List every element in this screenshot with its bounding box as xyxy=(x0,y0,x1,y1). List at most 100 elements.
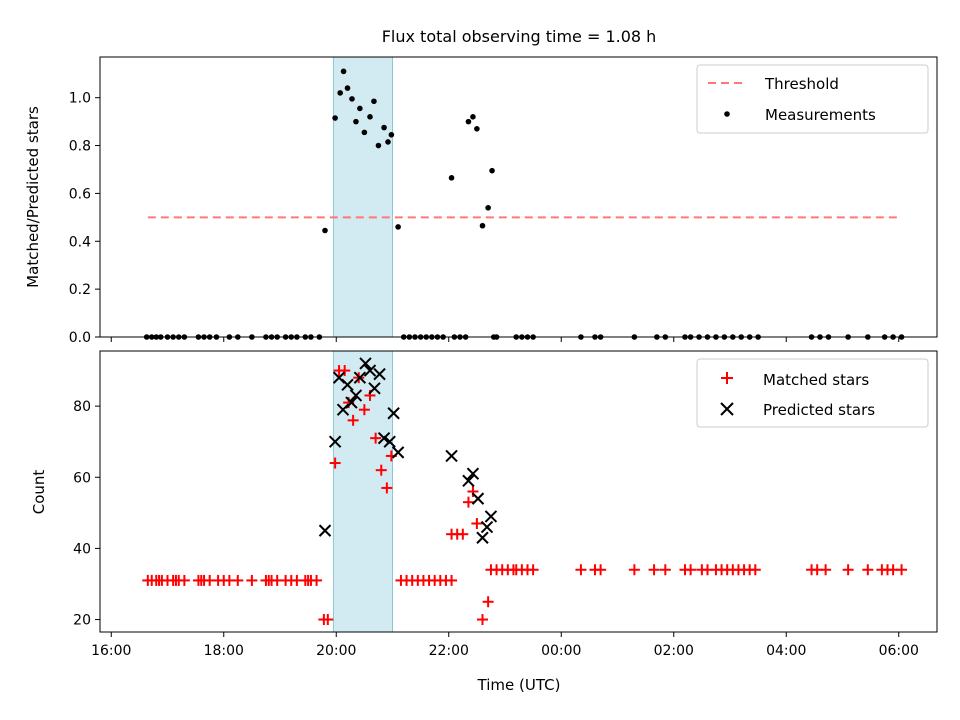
predicted-star-marker xyxy=(391,446,405,459)
bottom-y-axis-ticks: 20 40 60 80 xyxy=(73,399,100,629)
measurement-point xyxy=(349,96,355,102)
measurement-point xyxy=(361,129,368,136)
bottom-y-tick-label: 40 xyxy=(73,541,91,557)
matched-star-marker xyxy=(749,564,761,576)
matched-star-marker xyxy=(232,574,244,586)
x-tick-label: 18:00 xyxy=(204,643,244,659)
bottom-plot-frame xyxy=(99,350,938,633)
top-plot-frame xyxy=(99,56,938,338)
top-y-tick-label: 0.4 xyxy=(69,234,91,250)
top-y-tick-label: 1.0 xyxy=(69,91,91,107)
legend-predicted-swatch xyxy=(720,402,734,416)
measurement-point xyxy=(470,114,476,120)
predicted-star-marker xyxy=(359,357,372,370)
measurement-point xyxy=(485,204,491,211)
measurement-point xyxy=(465,118,472,125)
top-legend: Threshold Measurements xyxy=(696,64,929,134)
matched-star-marker xyxy=(648,564,660,576)
top-y-tick-label: 0.6 xyxy=(69,186,91,202)
predicted-star-marker xyxy=(328,435,342,448)
measurement-point xyxy=(367,114,373,120)
top-observing-window-span xyxy=(332,56,393,338)
measurement-point xyxy=(381,124,387,131)
bottom-y-tick-label: 20 xyxy=(73,613,91,629)
predicted-star-marker xyxy=(480,520,494,534)
predicted-star-marker xyxy=(471,492,485,505)
matched-star-marker xyxy=(311,574,323,586)
legend-measurements-label: Measurements xyxy=(765,106,876,124)
top-y-tick-label: 0.0 xyxy=(69,330,91,346)
predicted-star-marker xyxy=(484,510,498,523)
matched-star-marker xyxy=(685,564,697,576)
top-y-axis-ticks: 0.0 0.2 0.4 0.6 0.8 1.0 xyxy=(69,91,100,346)
predicted-star-marker xyxy=(363,364,377,377)
x-tick-label: 04:00 xyxy=(766,643,806,659)
measurement-point xyxy=(395,224,401,230)
legend-matched-label: Matched stars xyxy=(763,371,869,389)
x-tick-label: 06:00 xyxy=(879,643,919,659)
predicted-star-marker xyxy=(476,531,489,544)
predicted-star-marker xyxy=(377,431,391,445)
bottom-legend: Matched stars Predicted stars xyxy=(696,358,929,428)
measurement-point xyxy=(340,68,347,75)
matched-star-marker xyxy=(375,464,387,476)
top-x-axis-ticks xyxy=(110,337,900,342)
matched-star-marker xyxy=(659,564,671,576)
measurement-point xyxy=(344,85,351,91)
predicted-star-marker xyxy=(368,382,381,395)
measurement-point xyxy=(353,118,359,125)
star-count-chart: 20 40 60 80 16:00 18:00 20:00 22:00 00:00 02:00 0… xyxy=(30,350,938,694)
matched-star-marker xyxy=(358,404,370,416)
matched-star-marker xyxy=(339,365,351,377)
matched-star-marker xyxy=(457,528,469,540)
measurement-point xyxy=(332,115,338,121)
measurement-point xyxy=(489,167,495,174)
legend-matched-swatch xyxy=(721,372,733,384)
predicted-star-marker xyxy=(383,435,396,448)
matched-star-marker xyxy=(471,518,483,530)
top-legend-box xyxy=(696,64,929,134)
x-tick-label: 02:00 xyxy=(654,643,694,659)
measurement-point xyxy=(375,142,382,149)
matched-star-marker xyxy=(347,414,359,426)
top-y-tick-label: 0.8 xyxy=(69,139,91,155)
matched-star-marker xyxy=(381,482,393,494)
matched-star-marker xyxy=(329,457,341,469)
measurement-point xyxy=(474,125,480,132)
predicted-star-marker xyxy=(445,449,458,463)
predicted-star-marker xyxy=(341,378,354,391)
matched-star-marker xyxy=(482,596,494,608)
matched-star-marker xyxy=(446,574,458,586)
matched-star-marker xyxy=(595,564,607,576)
legend-measurements-swatch xyxy=(724,111,730,117)
x-tick-label: 20:00 xyxy=(316,643,356,659)
legend-predicted-label: Predicted stars xyxy=(763,401,875,419)
predicted-star-marker xyxy=(466,467,480,480)
predicted-star-marker xyxy=(373,367,386,381)
predicted-star-marker xyxy=(462,474,475,488)
matched-star-marker xyxy=(462,496,474,508)
measurement-point xyxy=(385,139,391,145)
predicted-star-marker xyxy=(353,371,367,384)
bottom-y-axis-label: Count xyxy=(30,470,48,515)
matched-star-marker xyxy=(477,614,488,626)
predicted-star-marker xyxy=(318,524,332,537)
legend-threshold-label: Threshold xyxy=(764,75,839,93)
predicted-star-marker xyxy=(387,407,400,420)
top-y-axis-label: Matched/Predicted stars xyxy=(24,106,42,288)
bottom-legend-box xyxy=(696,358,929,428)
x-tick-label: 00:00 xyxy=(541,643,581,659)
matched-star-marker xyxy=(178,574,190,586)
predicted-star-marker xyxy=(345,396,358,409)
matched-star-marker xyxy=(896,564,908,576)
predicted-star-marker xyxy=(349,389,363,402)
matched-star-marker xyxy=(370,432,382,444)
matched-star-marker xyxy=(246,574,258,586)
x-axis-label: Time (UTC) xyxy=(477,676,561,694)
matched-star-marker xyxy=(862,564,874,576)
measurement-point xyxy=(448,175,455,181)
measurement-point xyxy=(357,105,363,112)
measurement-point xyxy=(371,98,377,105)
measurement-point xyxy=(479,222,486,229)
